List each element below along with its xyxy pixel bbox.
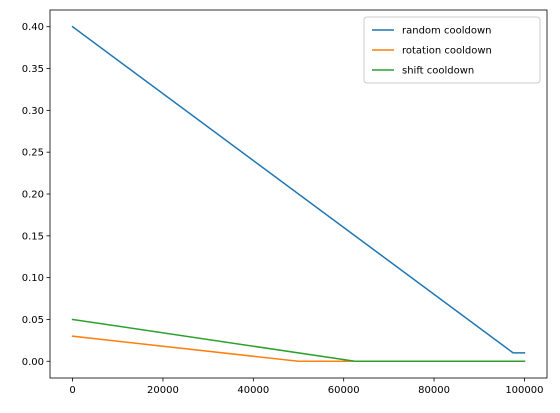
y-tick-label: 0.25 xyxy=(22,148,44,159)
x-tick-label: 20000 xyxy=(147,385,179,396)
x-axis: 0 20000 40000 60000 80000 100000 xyxy=(69,378,544,396)
x-tick-label: 60000 xyxy=(328,385,360,396)
legend-label: shift cooldown xyxy=(402,66,474,77)
legend: random cooldown rotation cooldown shift co… xyxy=(363,16,541,84)
y-tick-label: 0.35 xyxy=(22,64,44,75)
legend-frame xyxy=(363,16,541,84)
x-tick-label: 80000 xyxy=(418,385,450,396)
y-tick-label: 0.00 xyxy=(22,357,44,368)
y-tick-label: 0.20 xyxy=(22,190,44,201)
y-tick-label: 0.10 xyxy=(22,273,44,284)
y-tick-label: 0.40 xyxy=(22,22,44,33)
legend-label: random cooldown xyxy=(402,26,491,37)
y-tick-label: 0.05 xyxy=(22,315,44,326)
y-tick-label: 0.30 xyxy=(22,106,44,117)
x-tick-label: 40000 xyxy=(237,385,269,396)
series-line-shift-cooldown xyxy=(71,318,526,363)
legend-label: rotation cooldown xyxy=(402,46,492,57)
y-axis: 0.00 0.05 0.10 0.15 0.20 0.25 0.30 0.35 0.40 xyxy=(22,22,50,368)
x-tick-label: 0 xyxy=(69,385,75,396)
series-layer xyxy=(71,25,526,363)
x-tick-label: 100000 xyxy=(505,385,543,396)
y-tick-label: 0.15 xyxy=(22,231,44,242)
series-line-random-cooldown xyxy=(71,25,526,354)
